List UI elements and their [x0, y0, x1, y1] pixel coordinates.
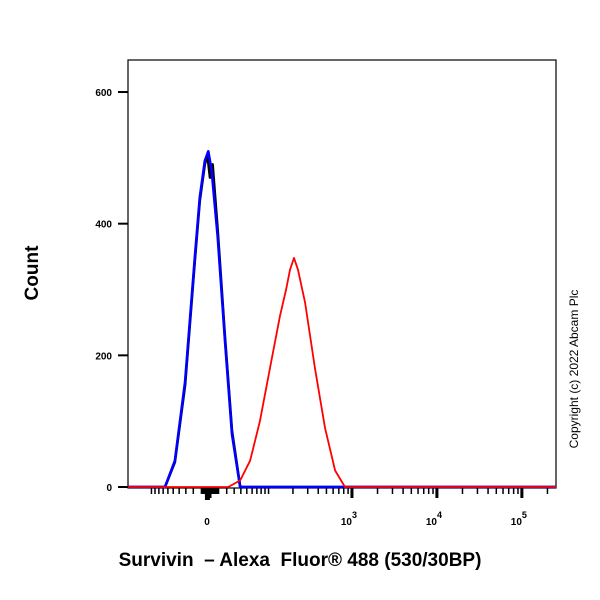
y-axis-label: Count [22, 245, 43, 301]
series-line-0 [128, 150, 556, 489]
x-tick-label: 0 [204, 517, 210, 528]
x-tick-label: 103 [341, 510, 357, 528]
x-tick-label: 105 [511, 510, 527, 528]
x-tick-label: 104 [426, 510, 442, 528]
plot-frame [127, 59, 557, 489]
x-axis-label: Survivin – Alexa Fluor® 488 (530/30BP) [118, 550, 482, 571]
y-tick-label: 400 [95, 220, 112, 231]
y-tick-label: 200 [95, 351, 112, 362]
series-line-1 [128, 153, 556, 489]
copyright-text: Copyright (c) 2022 Abcam Plc [567, 289, 581, 449]
y-tick-label: 600 [95, 88, 112, 99]
y-tick-label: 0 [106, 483, 112, 494]
series-line-2 [128, 257, 556, 488]
